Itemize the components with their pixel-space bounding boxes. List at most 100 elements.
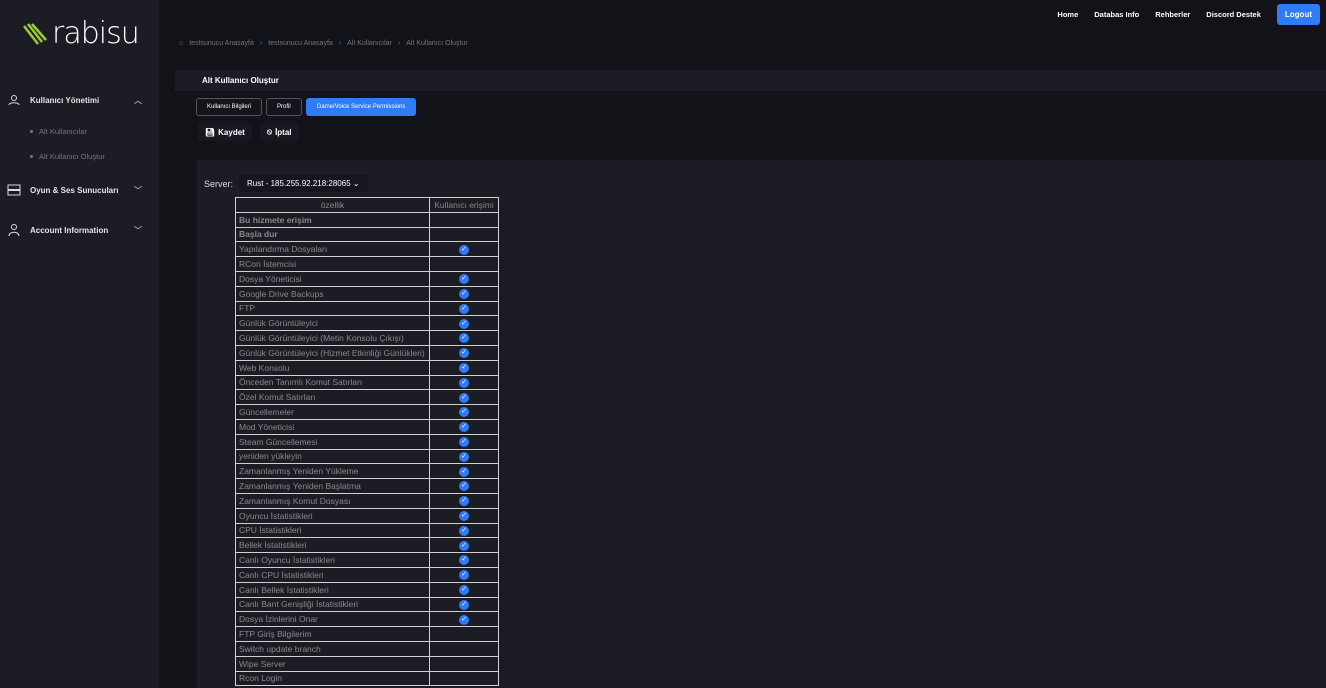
check-circle-icon: ✓ bbox=[459, 451, 469, 462]
permission-name: Google Drive Backups bbox=[235, 285, 430, 302]
breadcrumb-item[interactable]: Alt Kullanıcılar bbox=[347, 40, 392, 47]
table-row: Canlı Bant Genişliği İstatistikleri ✓ bbox=[235, 596, 499, 613]
permission-name: Mod Yöneticisi bbox=[235, 418, 430, 435]
table-row: Günlük Görüntüleyici ✓ bbox=[235, 315, 499, 332]
table-row: Günlük Görüntüleyici (Metin Konsolu Çıkı… bbox=[235, 330, 499, 346]
tab-permissions[interactable]: Game/Voice Service Permissions bbox=[305, 98, 417, 116]
check-circle-icon: ✓ bbox=[459, 525, 469, 536]
permission-toggle[interactable]: ✓ bbox=[429, 522, 499, 539]
permission-toggle[interactable]: ✓ bbox=[429, 315, 499, 332]
sidebar-item-user-management[interactable]: Kullanıcı Yönetimi ︿ bbox=[0, 90, 159, 110]
permission-toggle[interactable] bbox=[429, 256, 499, 272]
permission-name: Steam Güncellemesi bbox=[235, 433, 430, 450]
breadcrumb-item: Alt Kullanıcı Oluştur bbox=[406, 40, 468, 47]
server-icon bbox=[7, 184, 21, 196]
table-row: Rcon Login bbox=[235, 670, 499, 687]
permission-toggle[interactable]: ✓ bbox=[429, 270, 499, 287]
sidebar-item-label: Oyun & Ses Sunucuları bbox=[30, 185, 119, 195]
nav-discord-support[interactable]: Discord Destek bbox=[1206, 10, 1261, 19]
permission-name: Wipe Server bbox=[235, 655, 430, 672]
check-circle-icon: ✓ bbox=[459, 422, 469, 433]
permission-name: Zamanlanmış Komut Dosyası bbox=[235, 492, 430, 509]
table-row: Canlı CPU İstatistikleri ✓ bbox=[235, 566, 499, 583]
permission-toggle[interactable]: ✓ bbox=[429, 300, 499, 317]
permission-toggle[interactable]: ✓ bbox=[429, 552, 499, 568]
permission-name: RCon İstemcisi bbox=[235, 256, 430, 272]
sidebar-item-game-servers[interactable]: Oyun & Ses Sunucuları ﹀ bbox=[0, 180, 159, 200]
check-circle-icon: ✓ bbox=[459, 584, 469, 595]
permission-toggle[interactable] bbox=[429, 226, 499, 243]
permission-toggle[interactable]: ✓ bbox=[429, 344, 499, 361]
permission-toggle[interactable]: ✓ bbox=[429, 611, 499, 628]
permission-name: FTP bbox=[235, 300, 430, 317]
table-row: Zamanlanmış Komut Dosyası ✓ bbox=[235, 492, 499, 509]
check-circle-icon: ✓ bbox=[459, 540, 469, 551]
permission-name: CPU İstatistikleri bbox=[235, 522, 430, 539]
permissions-panel: Server: Rust - 185.255.92.218:28065 ⌄ öz… bbox=[197, 160, 1326, 688]
permission-toggle[interactable]: ✓ bbox=[429, 448, 499, 465]
table-row: Günlük Görüntüleyici (Hizmet Etkinliği G… bbox=[235, 344, 499, 361]
chevron-up-icon: ︿ bbox=[134, 95, 142, 105]
tab-profile[interactable]: Profil bbox=[266, 98, 302, 116]
permission-toggle[interactable]: ✓ bbox=[429, 566, 499, 583]
permission-toggle[interactable]: ✓ bbox=[429, 433, 499, 450]
permission-name: Önceden Tanımlı Komut Satırları bbox=[235, 374, 430, 391]
check-circle-icon: ✓ bbox=[459, 496, 469, 507]
permission-toggle[interactable]: ✓ bbox=[429, 507, 499, 524]
breadcrumb-item[interactable]: testsunucu Anasayfa bbox=[268, 40, 333, 47]
logout-button[interactable]: Logout bbox=[1276, 4, 1320, 25]
table-row: CPU İstatistikleri ✓ bbox=[235, 522, 499, 539]
permission-toggle[interactable]: ✓ bbox=[429, 596, 499, 613]
server-label: Server: bbox=[204, 178, 234, 189]
sidebar-item-account-information[interactable]: Account Information ﹀ bbox=[0, 220, 159, 240]
check-circle-icon: ✓ bbox=[459, 437, 469, 448]
sidebar-item-label: Kullanıcı Yönetimi bbox=[30, 95, 100, 105]
permission-toggle[interactable] bbox=[429, 640, 499, 657]
permission-toggle[interactable] bbox=[429, 655, 499, 672]
permission-toggle[interactable]: ✓ bbox=[429, 241, 499, 258]
permission-name: Günlük Görüntüleyici (Metin Konsolu Çıkı… bbox=[235, 330, 430, 346]
check-circle-icon: ✓ bbox=[459, 511, 469, 521]
sidebar-subitem-sub-users[interactable]: Alt Kullanıcılar bbox=[30, 127, 87, 136]
home-icon[interactable]: ⌂ bbox=[179, 40, 184, 47]
top-nav: Home Databas Info Rehberler Discord Dest… bbox=[1057, 4, 1320, 25]
permission-toggle[interactable]: ✓ bbox=[429, 478, 499, 494]
permission-name: Başla dur bbox=[235, 226, 430, 243]
save-button[interactable]: 💾︎ Kaydet bbox=[198, 123, 252, 141]
user-icon bbox=[8, 224, 20, 237]
check-circle-icon: ✓ bbox=[459, 570, 469, 581]
permission-toggle[interactable]: ✓ bbox=[429, 537, 499, 554]
logo[interactable]: rabisu bbox=[22, 16, 140, 51]
permission-toggle[interactable]: ✓ bbox=[429, 330, 499, 346]
permission-toggle[interactable]: ✓ bbox=[429, 418, 499, 435]
permission-name: Canlı Bant Genişliği İstatistikleri bbox=[235, 596, 430, 613]
sidebar-subitem-create-sub-user[interactable]: Alt Kullanıcı Oluştur bbox=[30, 152, 105, 161]
table-row: Dosya İzinlerini Onar ✓ bbox=[235, 611, 499, 628]
nav-database-info[interactable]: Databas Info bbox=[1094, 10, 1140, 19]
permission-toggle[interactable]: ✓ bbox=[429, 359, 499, 376]
permission-toggle[interactable]: ✓ bbox=[429, 389, 499, 406]
table-row: Bu hizmete erişim bbox=[235, 211, 499, 228]
permission-toggle[interactable]: ✓ bbox=[429, 581, 499, 598]
tab-user-info[interactable]: Kullanıcı Bilgileri bbox=[196, 98, 263, 116]
cancel-label: İptal bbox=[275, 127, 292, 137]
cancel-button[interactable]: ⦸ İptal bbox=[259, 123, 299, 141]
nav-home[interactable]: Home bbox=[1057, 10, 1079, 19]
permission-toggle[interactable]: ✓ bbox=[429, 374, 499, 391]
permission-toggle[interactable]: ✓ bbox=[429, 463, 499, 480]
permission-toggle[interactable]: ✓ bbox=[429, 285, 499, 302]
permission-toggle[interactable] bbox=[429, 211, 499, 228]
permission-toggle[interactable]: ✓ bbox=[429, 404, 499, 420]
permission-toggle[interactable] bbox=[429, 626, 499, 642]
check-circle-icon: ✓ bbox=[459, 377, 469, 388]
nav-guides[interactable]: Rehberler bbox=[1155, 10, 1191, 19]
permission-toggle[interactable]: ✓ bbox=[429, 492, 499, 509]
table-row: Google Drive Backups ✓ bbox=[235, 285, 499, 302]
page-title: Alt Kullanıcı Oluştur bbox=[175, 70, 1326, 91]
server-select[interactable]: Rust - 185.255.92.218:28065 ⌄ bbox=[239, 175, 368, 192]
check-circle-icon: ✓ bbox=[459, 318, 469, 329]
breadcrumb-item[interactable]: testsunucu Anasayfa bbox=[189, 40, 254, 47]
permission-toggle[interactable] bbox=[429, 670, 499, 687]
table-row: Önceden Tanımlı Komut Satırları ✓ bbox=[235, 374, 499, 391]
permission-name: Bu hizmete erişim bbox=[235, 211, 430, 228]
